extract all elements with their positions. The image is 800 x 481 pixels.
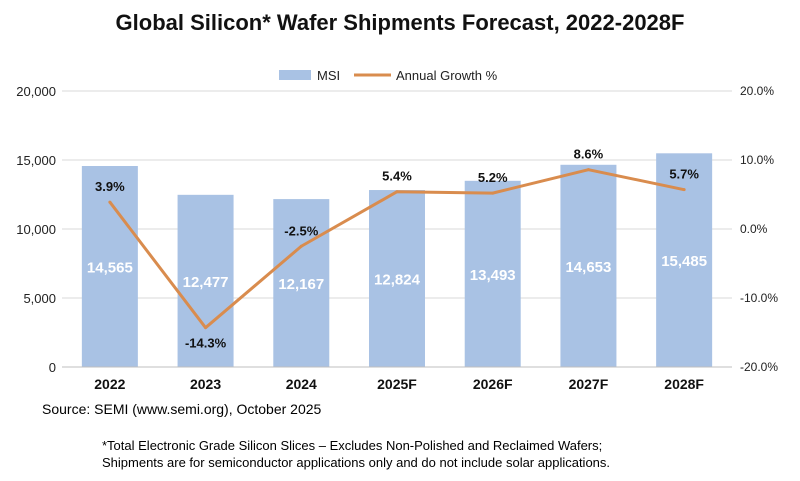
- bar-2022: [81, 166, 138, 367]
- bar-value-label: 12,477: [183, 274, 229, 291]
- legend-swatch-msi: [279, 70, 311, 80]
- x-tick-label: 2027F: [569, 376, 609, 392]
- bar-value-label: 12,167: [278, 276, 324, 293]
- growth-value-label: 5.2%: [478, 170, 508, 185]
- chart-title: Global Silicon* Wafer Shipments Forecast…: [115, 10, 685, 35]
- growth-point: [299, 244, 303, 248]
- data-labels: 14,565 12,477 12,167 12,824 13,493 14,653 15,4…: [87, 147, 707, 351]
- bar-2024: [273, 199, 330, 367]
- growth-value-label: -14.3%: [185, 336, 227, 351]
- axes: 0 5,000 10,000 15,000 20,000 -20.0% -10.0% 0.0%…: [16, 84, 778, 392]
- y-right-tick-label: 0.0%: [740, 222, 768, 236]
- x-tick-label: 2022: [94, 376, 125, 392]
- bar-2027F: [560, 164, 617, 367]
- growth-line-series: [108, 168, 686, 330]
- x-tick-label: 2025F: [377, 376, 417, 392]
- legend: MSI Annual Growth %: [279, 68, 498, 83]
- bar-2025F: [369, 190, 425, 367]
- bar-series: [81, 153, 713, 367]
- source-note: Source: SEMI (www.semi.org), October 202…: [42, 401, 322, 417]
- bar-2023: [177, 194, 234, 367]
- y-left-tick-label: 15,000: [16, 153, 56, 168]
- x-tick-label: 2026F: [473, 376, 513, 392]
- bar-value-label: 12,824: [374, 272, 421, 289]
- footnote-line-2: Shipments are for semiconductor applicat…: [102, 455, 611, 470]
- x-tick-label: 2023: [190, 376, 221, 392]
- y-left-tick-label: 0: [49, 360, 56, 375]
- growth-point: [586, 168, 590, 172]
- y-right-tick-label: 10.0%: [740, 153, 774, 167]
- growth-point: [682, 188, 686, 192]
- footnote: *Total Electronic Grade Silicon Slices –…: [102, 437, 610, 471]
- growth-point: [491, 191, 495, 195]
- growth-value-label: 3.9%: [95, 179, 125, 194]
- y-left-tick-label: 5,000: [23, 291, 56, 306]
- bar-value-label: 13,493: [470, 267, 516, 284]
- footnote-line-1: *Total Electronic Grade Silicon Slices –…: [102, 438, 603, 453]
- bar-value-label: 14,565: [87, 260, 133, 277]
- bar-value-label: 15,485: [661, 253, 707, 270]
- y-left-tick-label: 20,000: [16, 84, 56, 99]
- growth-value-label: 5.7%: [669, 167, 699, 182]
- y-right-tick-label: -20.0%: [740, 360, 778, 374]
- growth-value-label: 5.4%: [382, 169, 412, 184]
- combo-chart: 0 5,000 10,000 15,000 20,000 -20.0% -10.0% 0.0%…: [16, 68, 778, 392]
- y-left-tick-label: 10,000: [16, 222, 56, 237]
- legend-label-growth: Annual Growth %: [396, 68, 498, 83]
- growth-point: [395, 190, 399, 194]
- growth-value-label: -2.5%: [284, 223, 318, 238]
- x-tick-label: 2024: [286, 376, 317, 392]
- legend-label-msi: MSI: [317, 68, 340, 83]
- growth-value-label: 8.6%: [574, 147, 604, 162]
- growth-point: [108, 200, 112, 204]
- x-tick-label: 2028F: [664, 376, 704, 392]
- bar-value-label: 14,653: [565, 259, 611, 276]
- bar-2026F: [464, 180, 521, 367]
- y-right-tick-label: -10.0%: [740, 291, 778, 305]
- growth-point: [204, 326, 208, 330]
- y-right-tick-label: 20.0%: [740, 84, 774, 98]
